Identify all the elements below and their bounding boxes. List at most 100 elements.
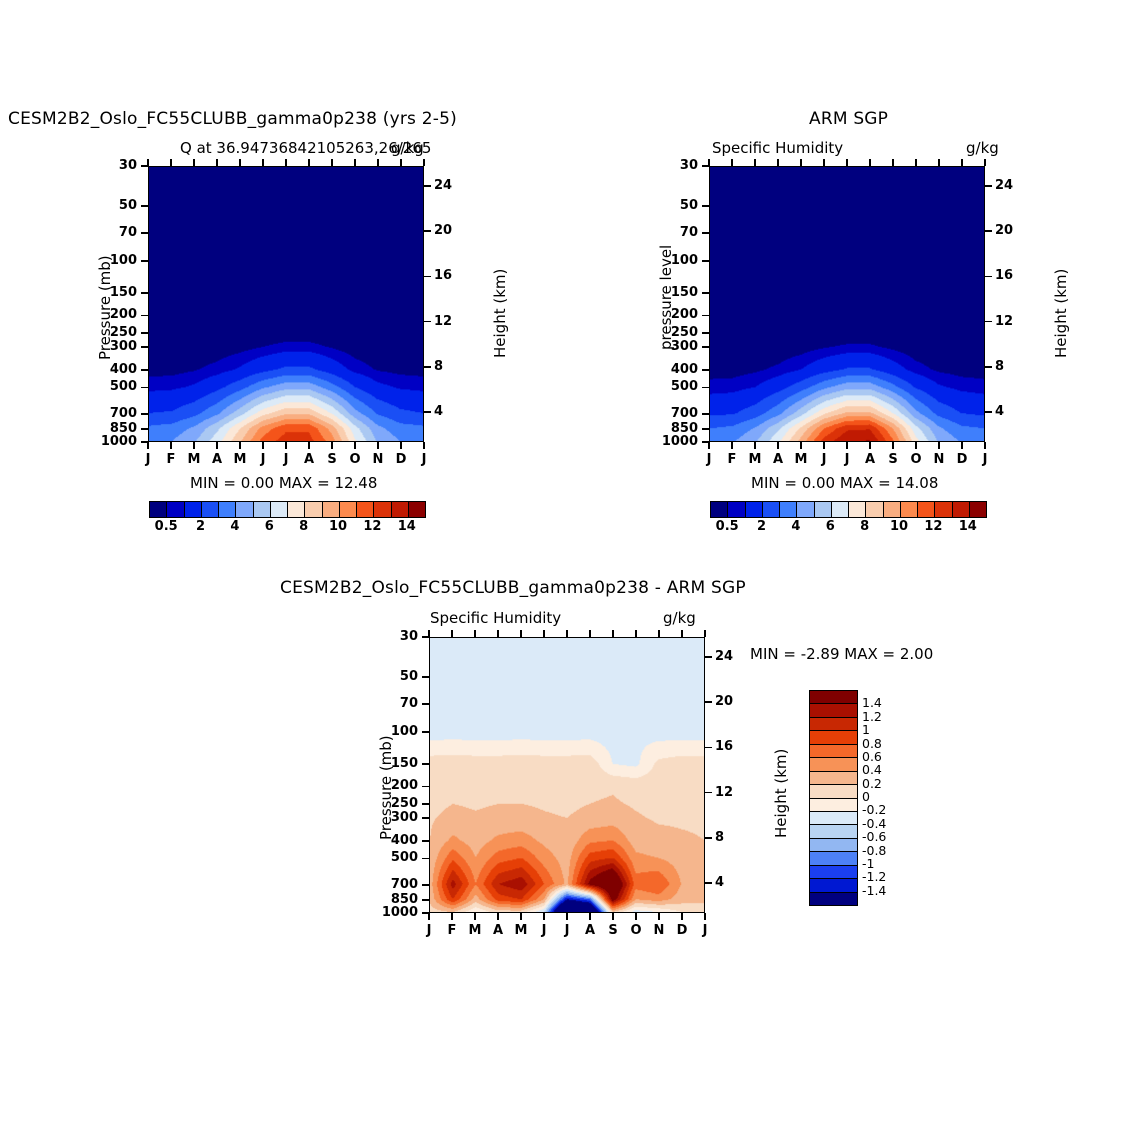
pressure-tick-label: 70 [118, 224, 137, 240]
month-tick-label: M [748, 452, 762, 467]
colorbar-tick-label: 1 [862, 722, 870, 738]
axis-tick [938, 159, 940, 166]
colorbar-tick-label: 10 [329, 519, 348, 534]
pressure-tick-label: 30 [118, 158, 137, 173]
axis-tick [262, 159, 264, 166]
axis-tick [141, 231, 148, 234]
pressure-tick-label: 30 [399, 629, 418, 644]
colorbar-swatch [339, 502, 357, 517]
axis-tick [424, 230, 431, 233]
axis-tick [846, 159, 848, 166]
month-tick-label: J [426, 923, 432, 938]
obs-panel-plot[interactable] [709, 166, 985, 442]
height-tick-label: 20 [715, 694, 734, 710]
pressure-tick-label: 1000 [100, 434, 137, 449]
pressure-tick-label: 1000 [381, 905, 418, 920]
axis-tick [681, 913, 683, 920]
model-colorbar[interactable] [149, 501, 426, 518]
axis-tick [985, 320, 992, 323]
axis-tick [869, 442, 871, 449]
month-tick-label: M [233, 452, 247, 467]
axis-tick [892, 442, 894, 449]
colorbar-swatch [810, 865, 857, 880]
axis-tick [705, 656, 712, 658]
colorbar-tick-label: 2 [196, 519, 206, 534]
axis-tick [938, 442, 940, 449]
month-tick-label: J [702, 923, 708, 938]
pressure-tick-label: 500 [390, 850, 418, 866]
colorbar-swatch [797, 502, 815, 517]
diff-panel-subtitle-left: Specific Humidity [430, 609, 562, 627]
axis-tick [428, 630, 430, 637]
axis-tick [705, 746, 712, 749]
colorbar-tick-label: 10 [890, 519, 909, 534]
pressure-tick-label: 200 [670, 307, 698, 323]
axis-tick [731, 159, 733, 166]
month-tick-label: A [303, 452, 315, 467]
colorbar-swatch [780, 502, 798, 517]
colorbar-tick-label: 0.6 [862, 748, 882, 764]
axis-tick [800, 159, 802, 166]
height-tick-label: 4 [995, 404, 1005, 419]
month-tick-label: F [727, 452, 737, 467]
colorbar-swatch [810, 691, 857, 705]
colorbar-swatch [219, 502, 237, 517]
colorbar-swatch [810, 771, 857, 786]
pressure-tick-label: 30 [679, 158, 698, 173]
colorbar-swatch [810, 825, 857, 839]
month-tick-label: S [327, 452, 337, 467]
axis-tick [704, 630, 706, 637]
axis-tick [424, 185, 431, 187]
obs-colorbar[interactable] [710, 501, 987, 518]
axis-tick [708, 442, 710, 449]
diff-panel-plot[interactable] [429, 637, 705, 913]
pressure-tick-label: 250 [670, 324, 698, 340]
month-tick-label: F [447, 923, 457, 938]
pressure-tick-label: 850 [390, 892, 418, 908]
colorbar-swatch [236, 502, 254, 517]
colorbar-tick-label: -0.4 [862, 815, 887, 831]
diff-panel-subtitle-right: g/kg [663, 609, 696, 627]
axis-tick [239, 159, 241, 166]
month-tick-label: M [187, 452, 201, 467]
diff-panel-minmax: MIN = -2.89 MAX = 2.00 [750, 645, 934, 663]
axis-tick [705, 837, 712, 839]
axis-tick [424, 275, 431, 278]
height-tick-label: 24 [434, 178, 453, 193]
colorbar-tick-label: 12 [924, 519, 943, 534]
axis-tick [216, 159, 218, 166]
axis-tick [400, 159, 402, 166]
model-panel-plot[interactable] [148, 166, 424, 442]
axis-tick [702, 314, 709, 317]
axis-tick [141, 346, 148, 349]
axis-tick [704, 913, 706, 920]
colorbar-swatch [810, 811, 857, 826]
pressure-tick-label: 70 [679, 224, 698, 240]
axis-tick [984, 159, 986, 166]
colorbar-swatch [150, 502, 168, 517]
pressure-tick-label: 1000 [661, 434, 698, 449]
diff-colorbar[interactable] [809, 690, 858, 906]
axis-tick [702, 428, 709, 431]
colorbar-swatch [184, 502, 202, 517]
colorbar-swatch [810, 852, 857, 866]
axis-tick [424, 411, 431, 413]
obs-panel-ylabel-right: Height (km) [1052, 268, 1070, 358]
axis-tick [422, 676, 429, 679]
month-tick-label: A [864, 452, 876, 467]
axis-tick [422, 857, 429, 860]
axis-tick [422, 702, 429, 705]
month-tick-label: M [794, 452, 808, 467]
axis-tick [915, 159, 917, 166]
axis-tick [377, 159, 379, 166]
colorbar-swatch [969, 502, 986, 517]
obs-panel-minmax: MIN = 0.00 MAX = 14.08 [751, 474, 939, 492]
axis-tick [777, 442, 779, 449]
height-tick-label: 4 [434, 404, 444, 419]
colorbar-swatch [849, 502, 867, 517]
colorbar-swatch [810, 704, 857, 718]
colorbar-swatch [711, 502, 729, 517]
axis-tick [422, 899, 429, 902]
colorbar-tick-label: 6 [825, 519, 835, 534]
month-tick-label: J [145, 452, 151, 467]
